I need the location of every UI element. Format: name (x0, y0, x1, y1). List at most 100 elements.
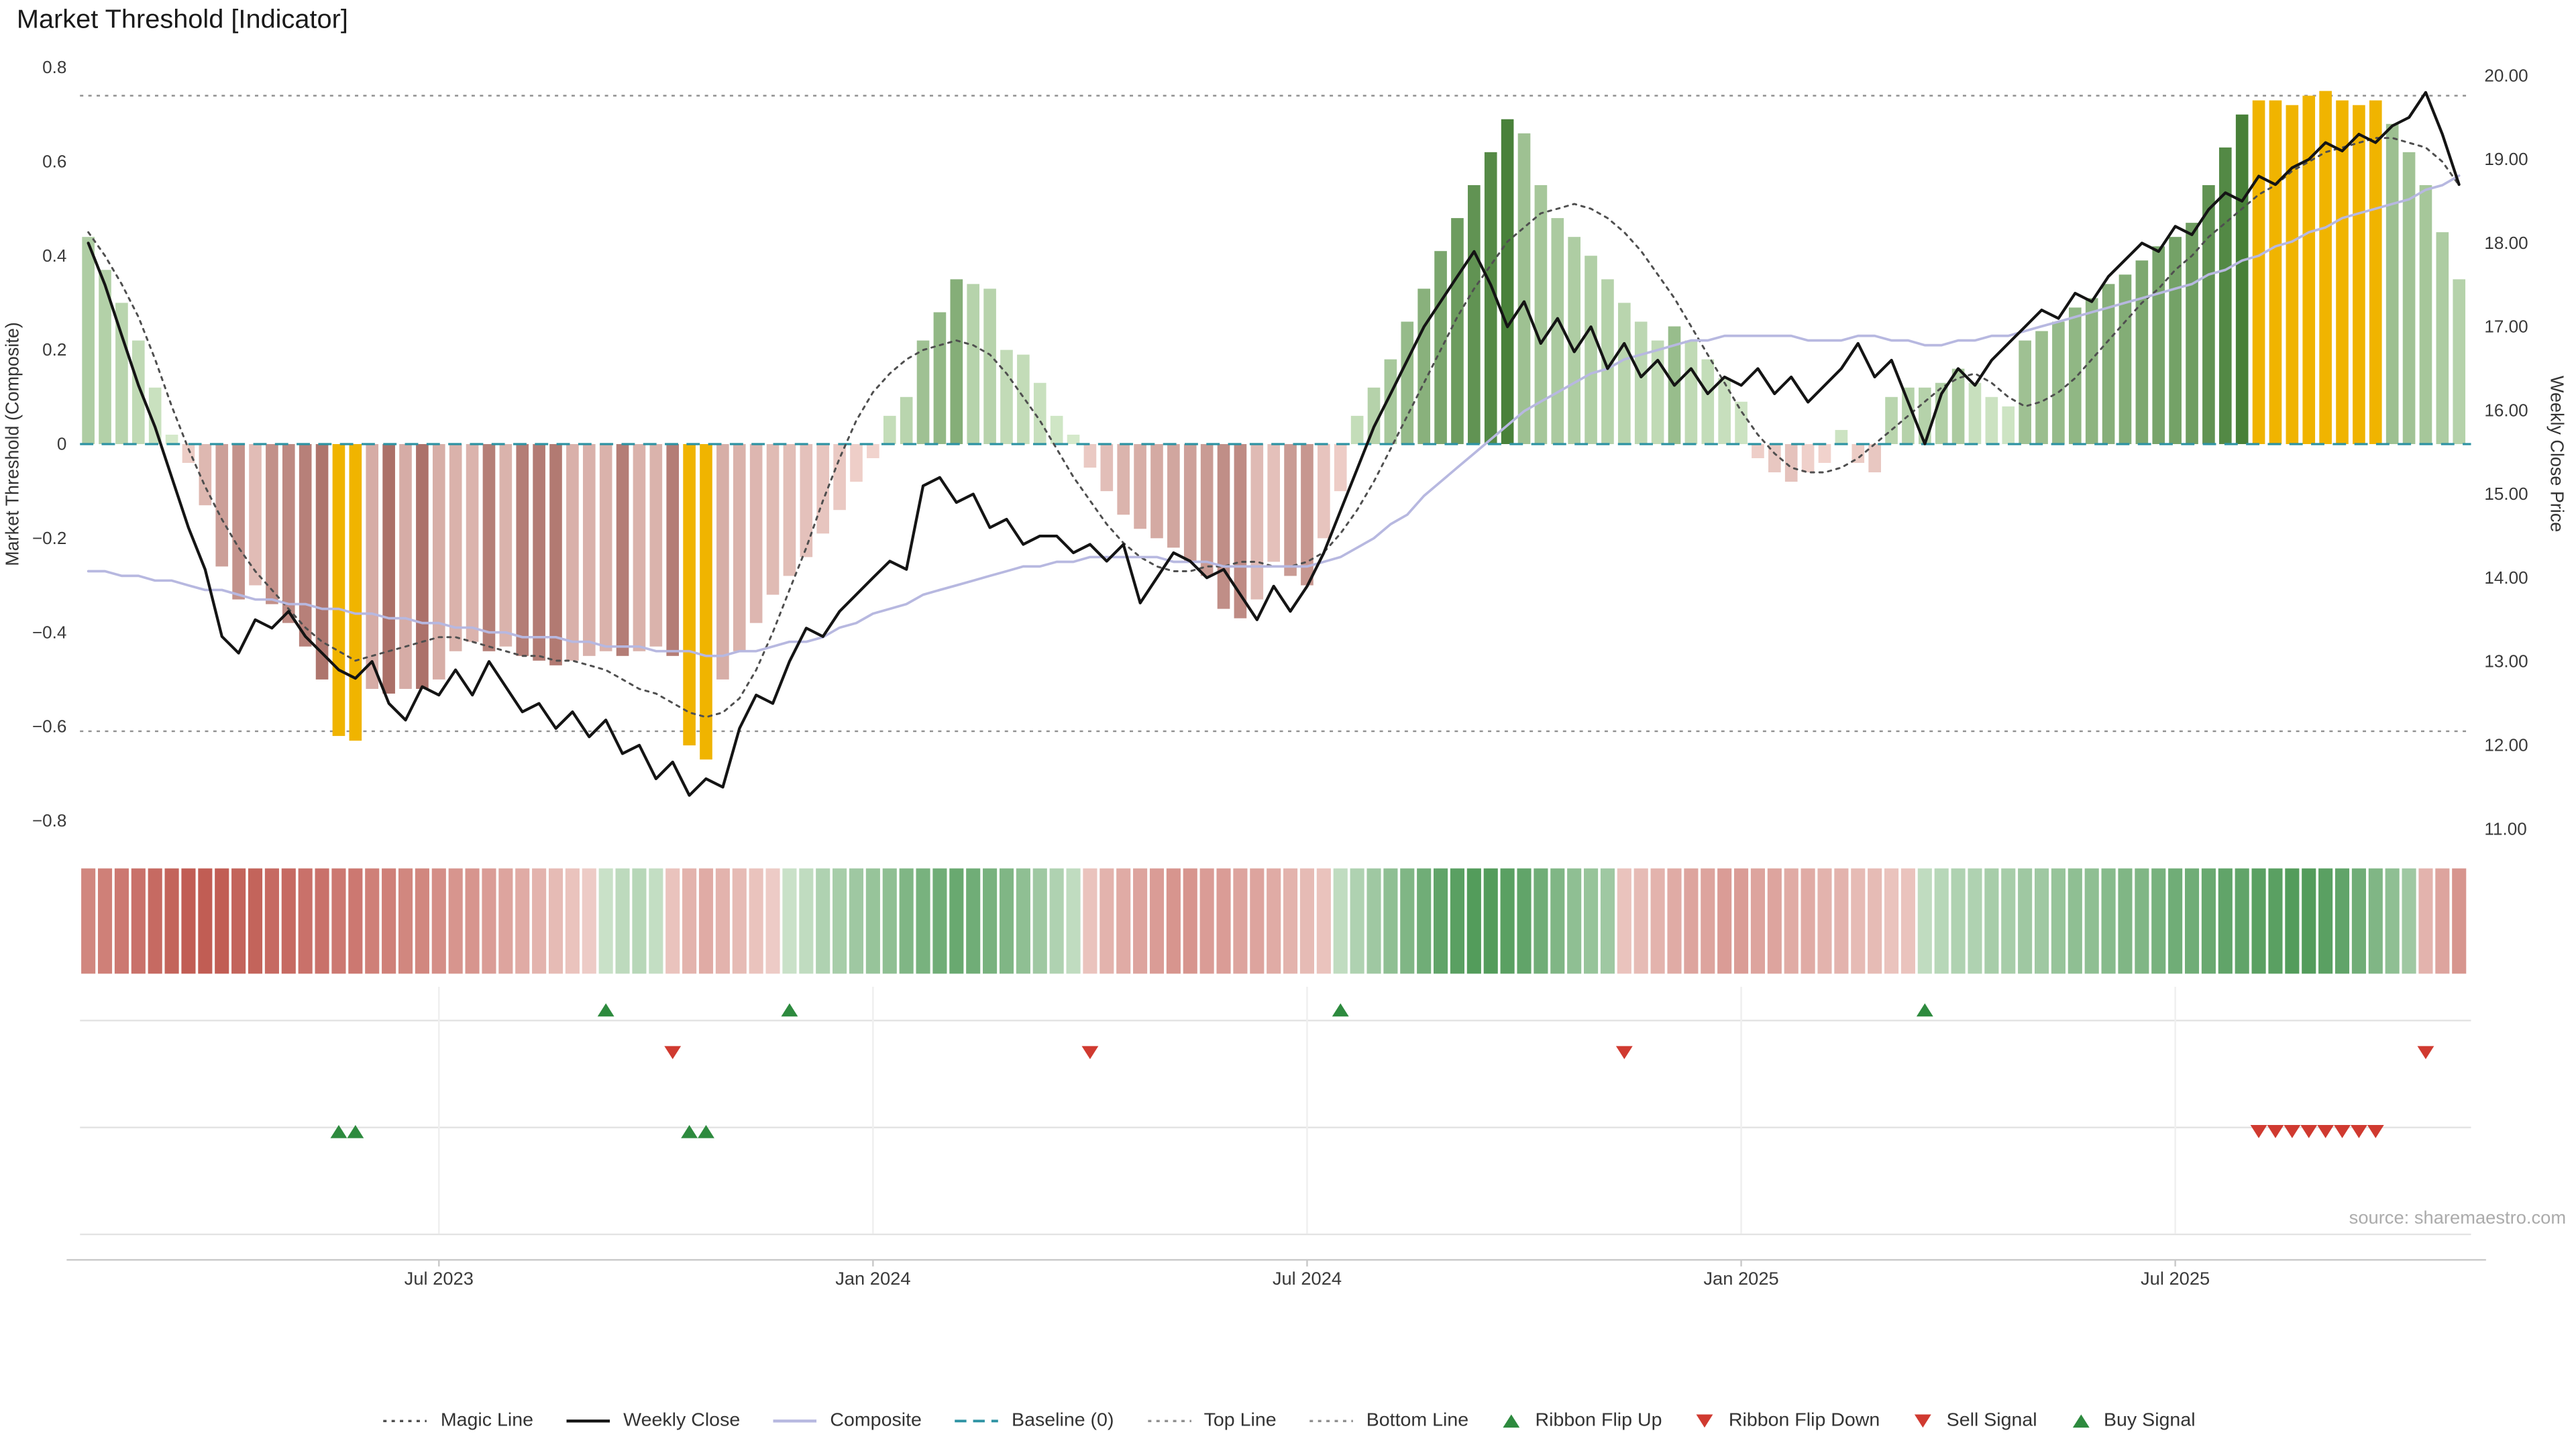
threshold-bar (482, 443, 496, 651)
ribbon-cell (1183, 868, 1197, 974)
right-axis-tick: 13.00 (2484, 653, 2528, 672)
ribbon-cell (1617, 868, 1631, 974)
threshold-bar (1735, 401, 1748, 444)
legend-item: Bottom Line (1306, 1411, 1468, 1431)
threshold-bar (1935, 382, 1948, 444)
ribbon-cell (2018, 868, 2033, 974)
ribbon-cell (2218, 868, 2233, 974)
ribbon-cell (1917, 868, 1932, 974)
threshold-bar (1434, 251, 1447, 444)
threshold-bar (165, 434, 178, 444)
ribbon-cell (1417, 868, 1432, 974)
threshold-bar (1267, 443, 1281, 562)
threshold-bar (716, 443, 729, 680)
ribbon-cell (1099, 868, 1114, 974)
ribbon-cell (2418, 868, 2433, 974)
ribbon-cell (114, 868, 129, 974)
threshold-bar (148, 387, 162, 444)
ribbon-cell (1267, 868, 1281, 974)
ribbon-cell (365, 868, 380, 974)
ribbon-cell (2402, 868, 2416, 974)
ribbon-cell (2334, 868, 2350, 974)
ribbon-cell (1584, 868, 1599, 974)
ribbon-cell (1868, 868, 1882, 974)
left-axis-tick: 0.2 (42, 341, 66, 360)
ribbon-cell (2068, 868, 2082, 974)
threshold-bar (2169, 237, 2182, 444)
ribbon-cell (1016, 868, 1030, 974)
threshold-bar (282, 443, 295, 623)
chart-title: Market Threshold [Indicator] (16, 6, 348, 35)
threshold-bar (2353, 105, 2365, 444)
buy-signal-marker (330, 1125, 347, 1138)
threshold-bar (1234, 443, 1247, 619)
ribbon-cell (198, 868, 213, 974)
threshold-bar (1568, 237, 1580, 444)
threshold-bar (1017, 354, 1030, 444)
triangle-up-icon (2072, 1414, 2089, 1428)
dotted-line-icon (1147, 1419, 1191, 1423)
ribbon-cell (1450, 868, 1465, 974)
ribbon-cell (515, 868, 530, 974)
ribbon-cell (1299, 868, 1315, 974)
threshold-bar (2152, 246, 2165, 444)
legend-item: Weekly Close (564, 1411, 740, 1431)
sell-signal-marker (2317, 1125, 2334, 1138)
ribbon-cell (1434, 868, 1448, 974)
legend-item: Magic Line (380, 1411, 533, 1431)
ribbon-cell (2351, 868, 2366, 974)
threshold-bar (115, 303, 128, 444)
ribbon-cell (315, 868, 329, 974)
ribbon-cell (1333, 868, 1348, 974)
left-axis-tick: 0.4 (42, 247, 66, 266)
buy-signal-marker (698, 1125, 714, 1138)
triangle-down-icon (1697, 1414, 1714, 1428)
ribbon-cell (2251, 868, 2266, 974)
threshold-bar (2186, 223, 2198, 444)
right-axis-tick: 18.00 (2484, 234, 2528, 253)
threshold-bar (516, 443, 529, 656)
legend-item: Sell Signal (1910, 1411, 2037, 1431)
ribbon-cell (1216, 868, 1231, 974)
ribbon-cell (1233, 868, 1248, 974)
ribbon-cell (2101, 868, 2116, 974)
left-axis-tick: 0.8 (42, 58, 66, 77)
ribbon-cell (1567, 868, 1582, 974)
triangle-down-icon (1915, 1414, 1932, 1428)
ribbon-cell (1466, 868, 1481, 974)
threshold-bar (1367, 387, 1381, 444)
threshold-bar (366, 443, 379, 689)
ribbon-cell (1166, 868, 1181, 974)
threshold-bar (916, 340, 930, 444)
ribbon-cell (2184, 868, 2200, 974)
threshold-bar (2269, 100, 2282, 444)
threshold-bar (2218, 147, 2232, 444)
ribbon-cell (1633, 868, 1648, 974)
ribbon-cell (1767, 868, 1782, 974)
threshold-bar (2085, 298, 2098, 444)
threshold-bar (549, 443, 562, 665)
left-axis-tick: −0.8 (32, 812, 66, 830)
threshold-bar (616, 443, 629, 656)
threshold-bar (2286, 105, 2299, 444)
ribbon-cell (565, 868, 580, 974)
threshold-bar (1601, 279, 1614, 444)
threshold-bar (566, 443, 579, 661)
threshold-bar (1784, 443, 1798, 482)
threshold-bar (1284, 443, 1297, 576)
x-axis-tick-label: Jan 2024 (835, 1268, 910, 1289)
ribbon-cell (81, 868, 96, 974)
left-axis-tick: 0 (57, 435, 67, 454)
ribbon-cell (331, 868, 346, 974)
legend-item: Composite (770, 1411, 922, 1431)
ribbon-cell (782, 868, 797, 974)
threshold-bar (816, 443, 830, 534)
legend-label: Sell Signal (1946, 1411, 2037, 1432)
threshold-bar (1484, 152, 1497, 444)
ribbon-cell (1283, 868, 1298, 974)
threshold-bar (2035, 331, 2048, 444)
right-axis-tick: 14.00 (2484, 569, 2528, 588)
legend-item: Baseline (0) (952, 1411, 1114, 1431)
threshold-bar (2102, 284, 2115, 444)
ribbon-flip-down-marker (664, 1046, 682, 1059)
